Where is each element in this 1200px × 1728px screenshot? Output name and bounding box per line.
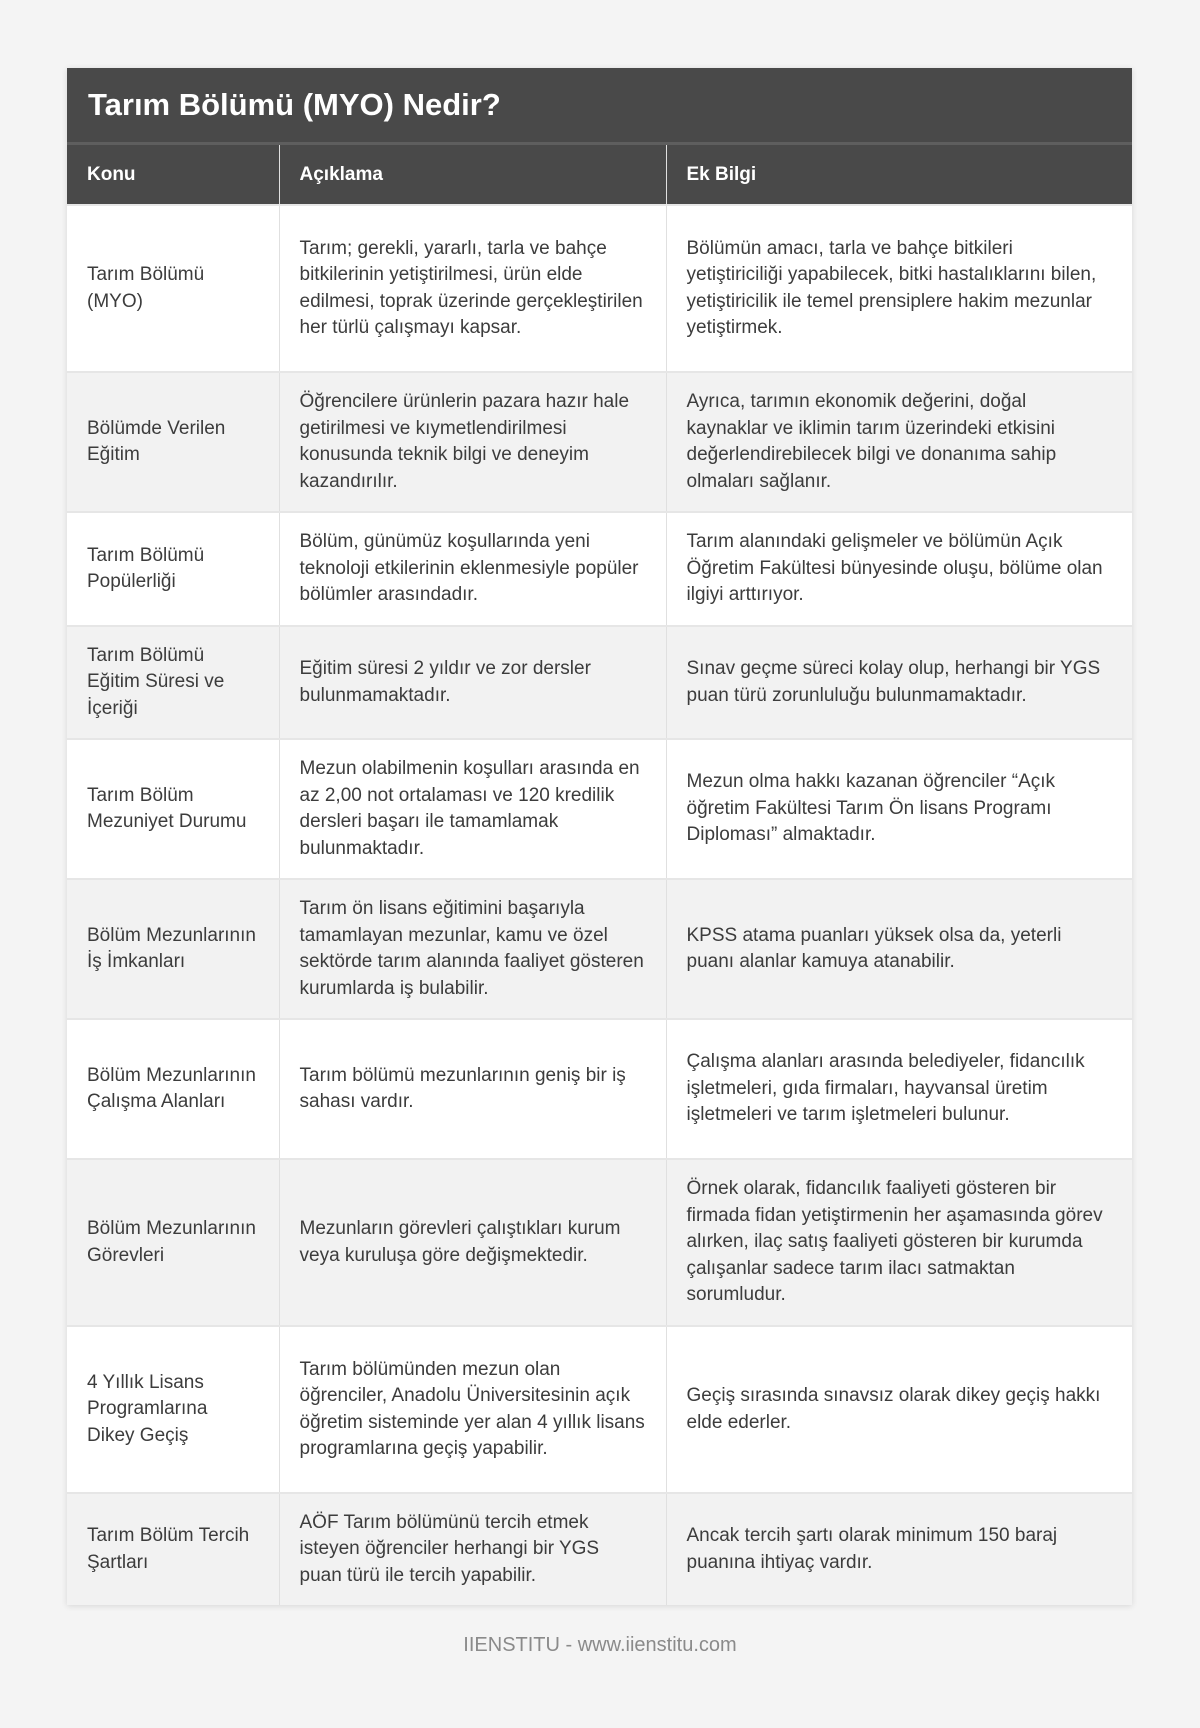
topic-cell: Bölüm Mezunlarının Çalışma Alanları	[67, 1018, 280, 1159]
info-table-card: Tarım Bölümü (MYO) Nedir? Konu Açıklama …	[67, 68, 1132, 1605]
description-cell: Tarım bölümü mezunlarının geniş bir iş s…	[279, 1018, 667, 1159]
topic-cell: Tarım Bölümü (MYO)	[67, 204, 280, 372]
extra-info-cell: Çalışma alanları arasında belediyeler, f…	[666, 1018, 1132, 1159]
topic-cell: Tarım Bölümü Popülerliği	[67, 511, 280, 626]
description-cell: Eğitim süresi 2 yıldır ve zor dersler bu…	[279, 625, 667, 739]
topic-cell: Tarım Bölümü Eğitim Süresi ve İçeriği	[67, 625, 280, 739]
extra-info-cell: Sınav geçme süreci kolay olup, herhangi …	[666, 625, 1132, 739]
table-row: Bölümde Verilen Eğitim Öğrencilere ürünle…	[67, 371, 1132, 512]
description-cell: Mezun olabilmenin koşulları arasında en …	[279, 738, 667, 879]
table-row: Bölüm Mezunlarının Görevleri Mezunların g…	[67, 1158, 1132, 1326]
extra-info-cell: Bölümün amacı, tarla ve bahçe bitkileri …	[666, 204, 1132, 372]
extra-info-cell: Geçiş sırasında sınavsız olarak dikey ge…	[666, 1325, 1132, 1493]
extra-info-cell: Ayrıca, tarımın ekonomik değerini, doğal…	[666, 371, 1132, 512]
column-header-aciklama: Açıklama	[279, 145, 667, 205]
topic-cell: Bölümde Verilen Eğitim	[67, 371, 280, 512]
description-cell: Bölüm, günümüz koşullarında yeni teknolo…	[279, 511, 667, 626]
topic-cell: Tarım Bölüm Tercih Şartları	[67, 1492, 280, 1605]
description-cell: Mezunların görevleri çalıştıkları kurum …	[279, 1158, 667, 1326]
extra-info-cell: Tarım alanındaki gelişmeler ve bölümün A…	[666, 511, 1132, 626]
topic-cell: Bölüm Mezunlarının İş İmkanları	[67, 878, 280, 1019]
header-row: Konu Açıklama Ek Bilgi	[67, 145, 1132, 205]
description-cell: Öğrencilere ürünlerin pazara hazır hale …	[279, 371, 667, 512]
table-row: Tarım Bölüm Tercih Şartları AÖF Tarım böl…	[67, 1492, 1132, 1605]
table-row: Bölüm Mezunlarının İş İmkanları Tarım ön …	[67, 878, 1132, 1019]
description-cell: AÖF Tarım bölümünü tercih etmek isteyen …	[279, 1492, 667, 1605]
table-row: Tarım Bölümü Eğitim Süresi ve İçeriği Eği…	[67, 625, 1132, 739]
description-cell: Tarım ön lisans eğitimini başarıyla tama…	[279, 878, 667, 1019]
table-row: Tarım Bölümü (MYO) Tarım; gerekli, yararl…	[67, 204, 1132, 372]
extra-info-cell: Örnek olarak, fidancılık faaliyeti göste…	[666, 1158, 1132, 1326]
extra-info-cell: Mezun olma hakkı kazanan öğrenciler “Açı…	[666, 738, 1132, 879]
column-header-ek-bilgi: Ek Bilgi	[666, 145, 1132, 205]
topic-cell: Bölüm Mezunlarının Görevleri	[67, 1158, 280, 1326]
topic-cell: Tarım Bölüm Mezuniyet Durumu	[67, 738, 280, 879]
description-cell: Tarım; gerekli, yararlı, tarla ve bahçe …	[279, 204, 667, 372]
table-row: 4 Yıllık Lisans Programlarına Dikey Geçi…	[67, 1325, 1132, 1493]
table-row: Bölüm Mezunlarının Çalışma Alanları Tarım…	[67, 1018, 1132, 1159]
table-row: Tarım Bölüm Mezuniyet Durumu Mezun olabil…	[67, 738, 1132, 879]
topic-cell: 4 Yıllık Lisans Programlarına Dikey Geçi…	[67, 1325, 280, 1493]
description-cell: Tarım bölümünden mezun olan öğrenciler, …	[279, 1325, 667, 1493]
extra-info-cell: Ancak tercih şartı olarak minimum 150 ba…	[666, 1492, 1132, 1605]
extra-info-cell: KPSS atama puanları yüksek olsa da, yete…	[666, 878, 1132, 1019]
table-row: Tarım Bölümü Popülerliği Bölüm, günümüz k…	[67, 511, 1132, 626]
column-header-konu: Konu	[67, 145, 280, 205]
footer-credit: IIENSTITU - www.iienstitu.com	[463, 1634, 737, 1656]
table-title: Tarım Bölümü (MYO) Nedir?	[67, 68, 1132, 145]
info-table: Konu Açıklama Ek Bilgi Tarım Bölümü (MYO…	[67, 145, 1132, 1605]
